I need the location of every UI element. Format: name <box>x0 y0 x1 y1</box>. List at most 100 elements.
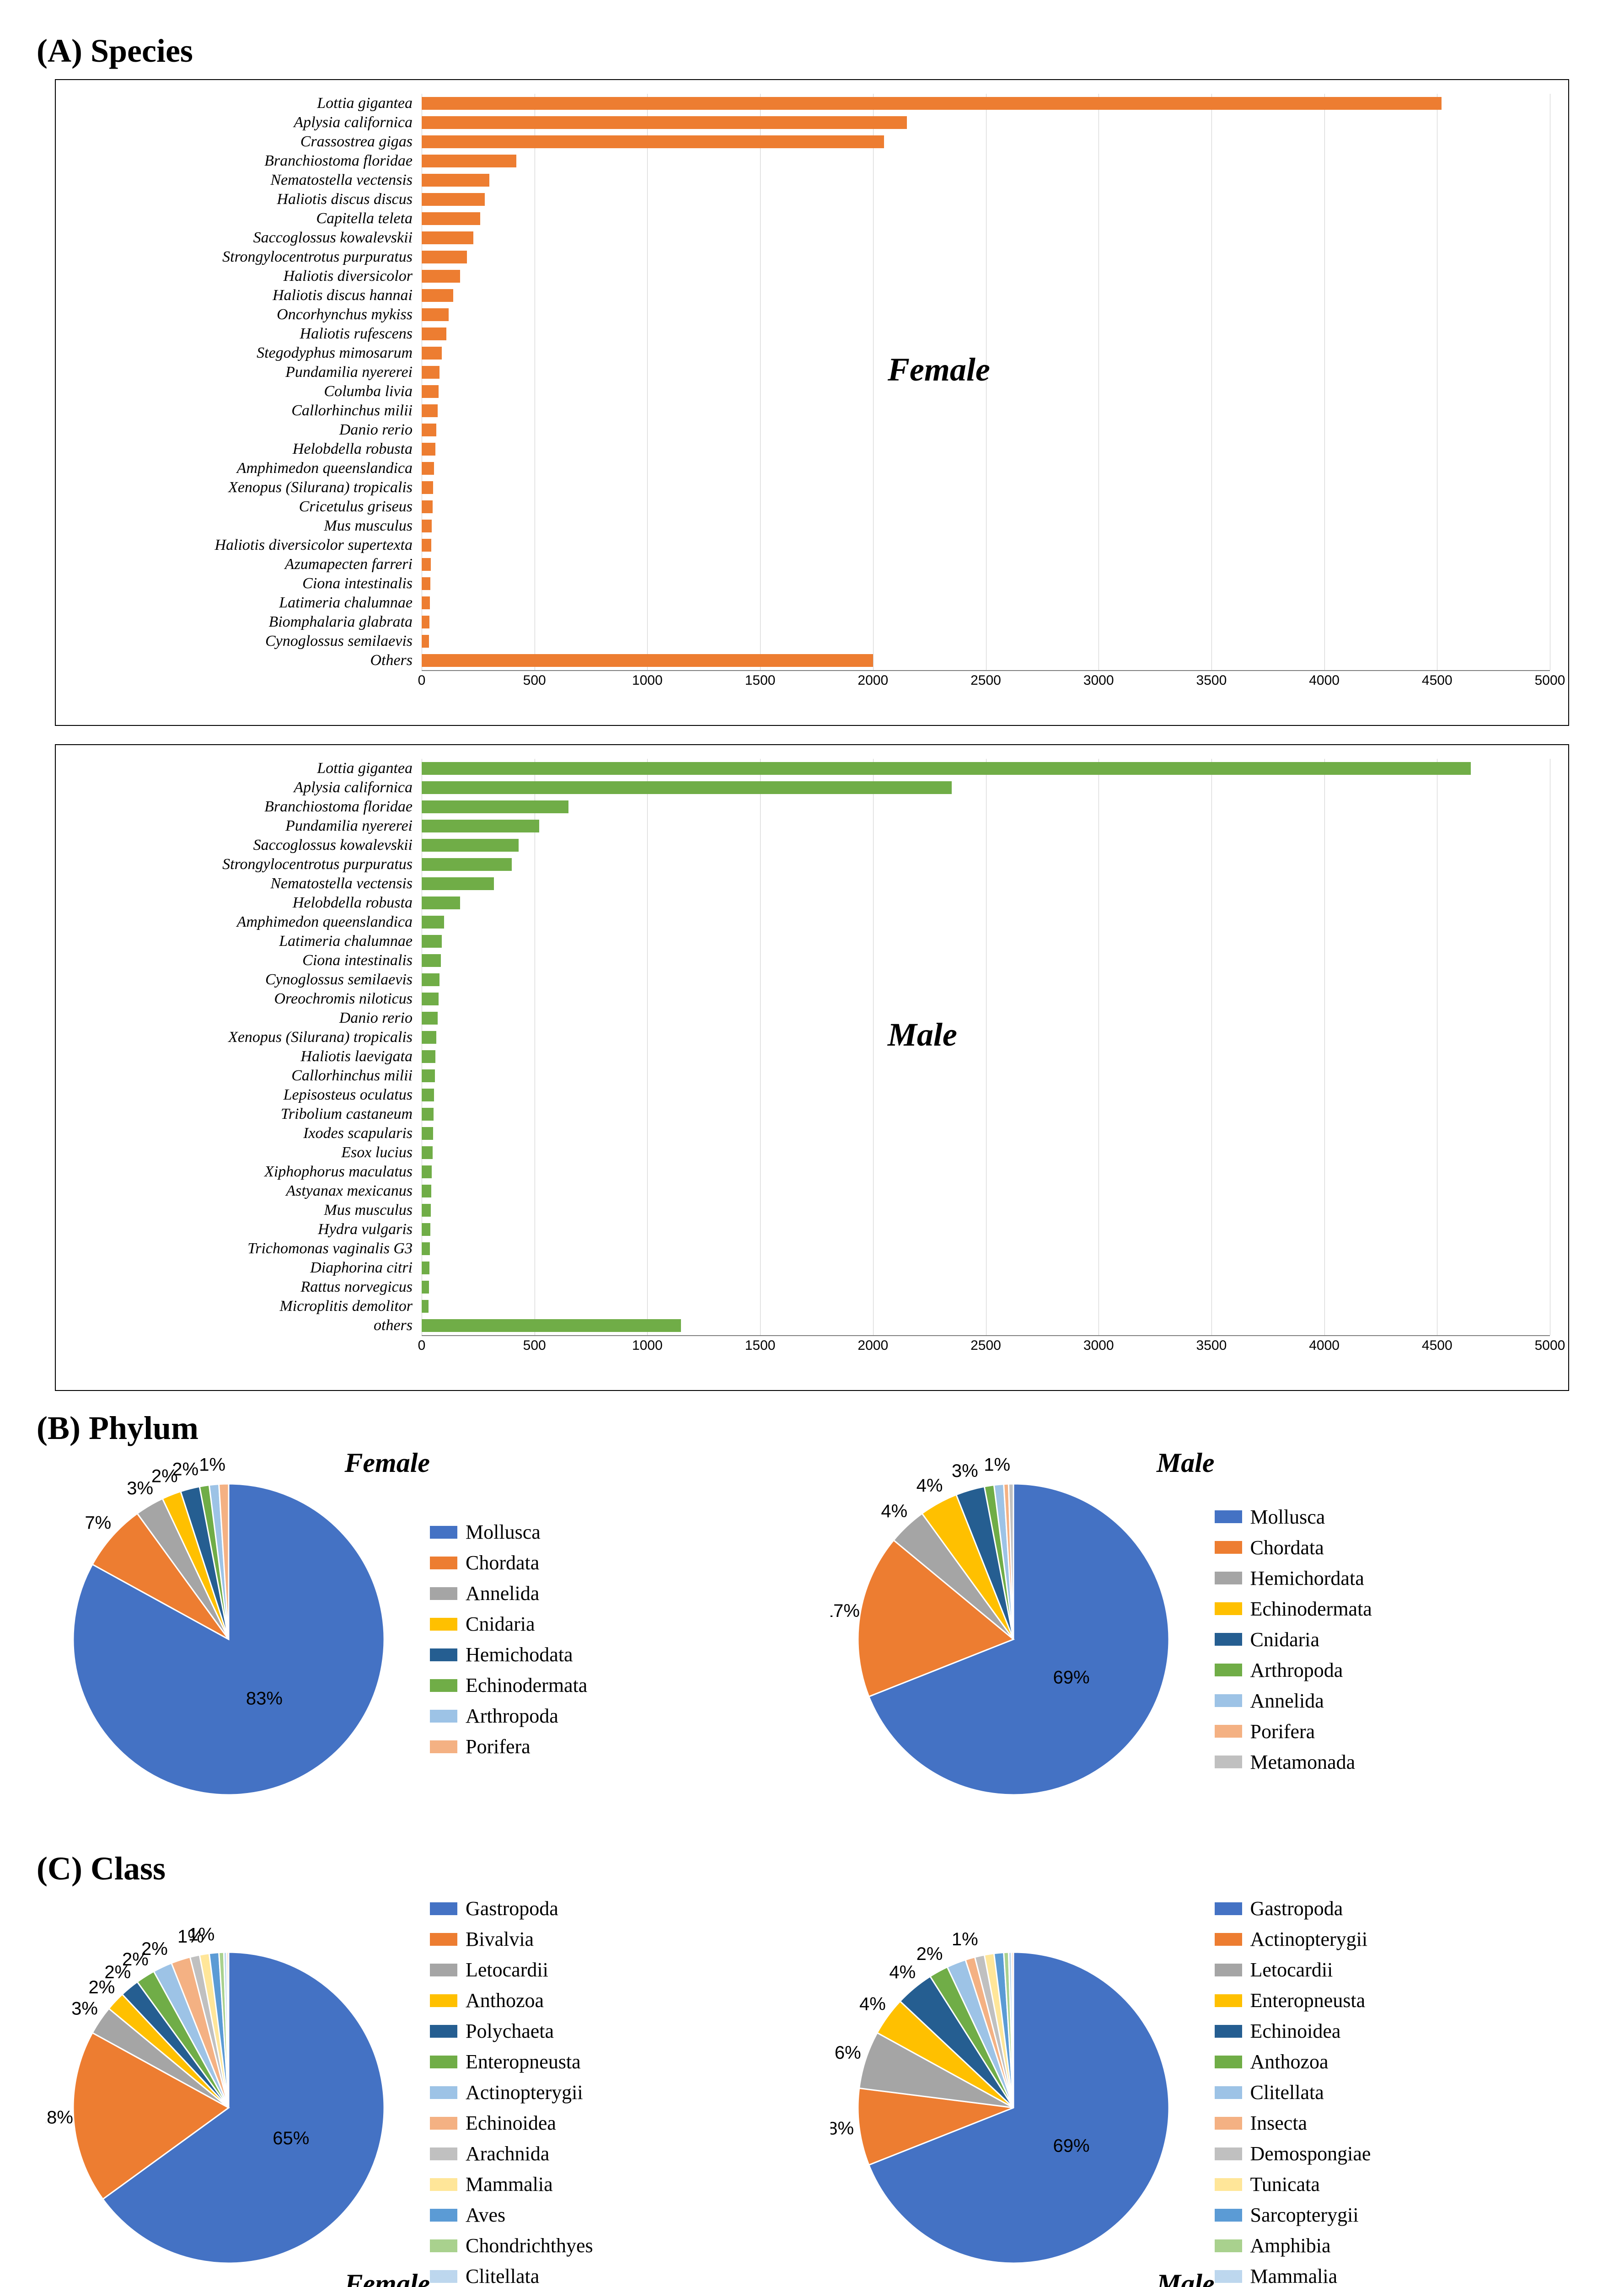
legend-swatch <box>430 2025 457 2038</box>
bar-label: Xenopus (Silurana) tropicalis <box>74 1029 422 1046</box>
legend-label: Chondrichthyes <box>466 2234 593 2257</box>
x-tick: 2000 <box>858 1338 888 1353</box>
bar-row: Ciona intestinalis <box>74 574 1550 593</box>
x-tick: 2000 <box>858 673 888 688</box>
bar-label: Saccoglossus kowalevskii <box>74 837 422 854</box>
x-tick: 4500 <box>1422 673 1452 688</box>
female-species-chart: Lottia giganteaAplysia californicaCrasso… <box>55 79 1569 726</box>
legend-swatch <box>430 2117 457 2130</box>
legend-label: Sarcopterygii <box>1250 2203 1359 2227</box>
bar-fill <box>422 1069 435 1082</box>
legend-swatch <box>1215 1725 1242 1738</box>
bar-row: Capitella teleta <box>74 209 1550 228</box>
bar-row: Saccoglossus kowalevskii <box>74 836 1550 855</box>
bar-row: Aplysia californica <box>74 113 1550 132</box>
legend-item: Echinodermata <box>1215 1597 1372 1621</box>
legend-label: Gastropoda <box>1250 1897 1343 1920</box>
bar-fill <box>422 251 467 263</box>
bar-label: Lottia gigantea <box>74 760 422 777</box>
legend-swatch <box>1215 1664 1242 1676</box>
legend-swatch <box>1215 2117 1242 2130</box>
bar-label: Ixodes scapularis <box>74 1125 422 1142</box>
x-tick: 1500 <box>745 673 776 688</box>
slice-pct-label: 7% <box>85 1513 111 1533</box>
legend-label: Cnidaria <box>466 1612 535 1636</box>
legend-swatch <box>430 2178 457 2191</box>
slice-pct-label: 1% <box>951 1929 978 1949</box>
legend-label: Actinopterygii <box>466 2081 583 2104</box>
legend-item: Bivalvia <box>430 1927 593 1951</box>
legend-item: Echinodermata <box>430 1674 587 1697</box>
bar-row: Amphimedon queenslandica <box>74 913 1550 932</box>
pie-sex-annotation: Male <box>1157 2268 1215 2287</box>
bar-label: Columba livia <box>74 383 422 400</box>
slice-pct-label: 2% <box>141 1939 168 1959</box>
bar-fill <box>422 1012 438 1025</box>
bar-fill <box>422 1031 436 1044</box>
legend-item: Actinopterygii <box>430 2081 593 2104</box>
class-pies: 65%18%3%2%2%2%2%1%1%FemaleGastropodaBiva… <box>46 1897 1578 2287</box>
legend-label: Insecta <box>1250 2111 1308 2135</box>
bar-fill <box>422 877 494 890</box>
slice-pct-label: 1% <box>188 1925 215 1944</box>
x-tick: 4000 <box>1309 1338 1340 1353</box>
legend-item: Polychaeta <box>430 2019 593 2043</box>
bar-row: Haliotis rufescens <box>74 324 1550 344</box>
bar-row: Esox lucius <box>74 1143 1550 1162</box>
slice-pct-label: 4% <box>881 1501 907 1521</box>
bar-row: Hydra vulgaris <box>74 1220 1550 1239</box>
legend-swatch <box>1215 1694 1242 1707</box>
legend-item: Arthropoda <box>1215 1659 1372 1682</box>
pie-sex-annotation: Female <box>344 1447 430 1479</box>
bar-row: Latimeria chalumnae <box>74 932 1550 951</box>
bar-fill <box>422 97 1442 110</box>
pie-legend: GastropodaActinopterygiiLetocardiiEntero… <box>1215 1897 1378 2287</box>
bar-fill <box>422 327 446 340</box>
bar-label: Callorhinchus milii <box>74 1067 422 1084</box>
bar-fill <box>422 635 429 648</box>
bar-row: Helobdella robusta <box>74 893 1550 913</box>
x-tick: 3000 <box>1083 673 1114 688</box>
bar-label: Danio rerio <box>74 1009 422 1027</box>
legend-label: Mammalia <box>1250 2265 1338 2287</box>
legend-item: Mammalia <box>1215 2265 1378 2287</box>
bar-fill <box>422 1223 430 1236</box>
legend-label: Mollusca <box>466 1520 541 1544</box>
bar-label: Nematostella vectensis <box>74 172 422 189</box>
legend-item: Clitellata <box>1215 2081 1378 2104</box>
legend-label: Bivalvia <box>466 1927 534 1951</box>
legend-swatch <box>430 1557 457 1569</box>
bar-row: Helobdella robusta <box>74 440 1550 459</box>
bar-row: Haliotis laevigata <box>74 1047 1550 1066</box>
bar-label: Branchiostoma floridae <box>74 152 422 170</box>
bar-fill <box>422 1146 433 1159</box>
bar-row: Azumapecten farreri <box>74 555 1550 574</box>
legend-item: Chordata <box>1215 1536 1372 1559</box>
legend-item: Amphibia <box>1215 2234 1378 2257</box>
bar-label: Oreochromis niloticus <box>74 990 422 1008</box>
bar-fill <box>422 577 430 590</box>
bar-row: Oreochromis niloticus <box>74 989 1550 1009</box>
section-a-title: (A) Species <box>37 32 1606 70</box>
legend-label: Mammalia <box>466 2173 553 2196</box>
x-tick: 2500 <box>970 1338 1001 1353</box>
legend-item: Metamonada <box>1215 1750 1372 1774</box>
bar-label: Stegodyphus mimosarum <box>74 344 422 362</box>
x-tick: 5000 <box>1535 673 1565 688</box>
legend-swatch <box>430 1526 457 1539</box>
bar-fill <box>422 1242 430 1255</box>
legend-label: Clitellata <box>466 2265 539 2287</box>
legend-item: Aves <box>430 2203 593 2227</box>
bar-fill <box>422 1281 429 1294</box>
legend-label: Mollusca <box>1250 1505 1325 1529</box>
bar-label: Esox lucius <box>74 1144 422 1161</box>
bar-label: Capitella teleta <box>74 210 422 227</box>
legend-item: Demospongiae <box>1215 2142 1378 2165</box>
legend-item: Mammalia <box>430 2173 593 2196</box>
bar-row: Oncorhynchus mykiss <box>74 305 1550 324</box>
bar-label: Lepisosteus oculatus <box>74 1086 422 1104</box>
class-female-block: 65%18%3%2%2%2%2%1%1%FemaleGastropodaBiva… <box>46 1897 794 2287</box>
legend-item: Arthropoda <box>430 1704 587 1728</box>
legend-label: Annelida <box>1250 1689 1324 1713</box>
bar-label: Danio rerio <box>74 421 422 439</box>
